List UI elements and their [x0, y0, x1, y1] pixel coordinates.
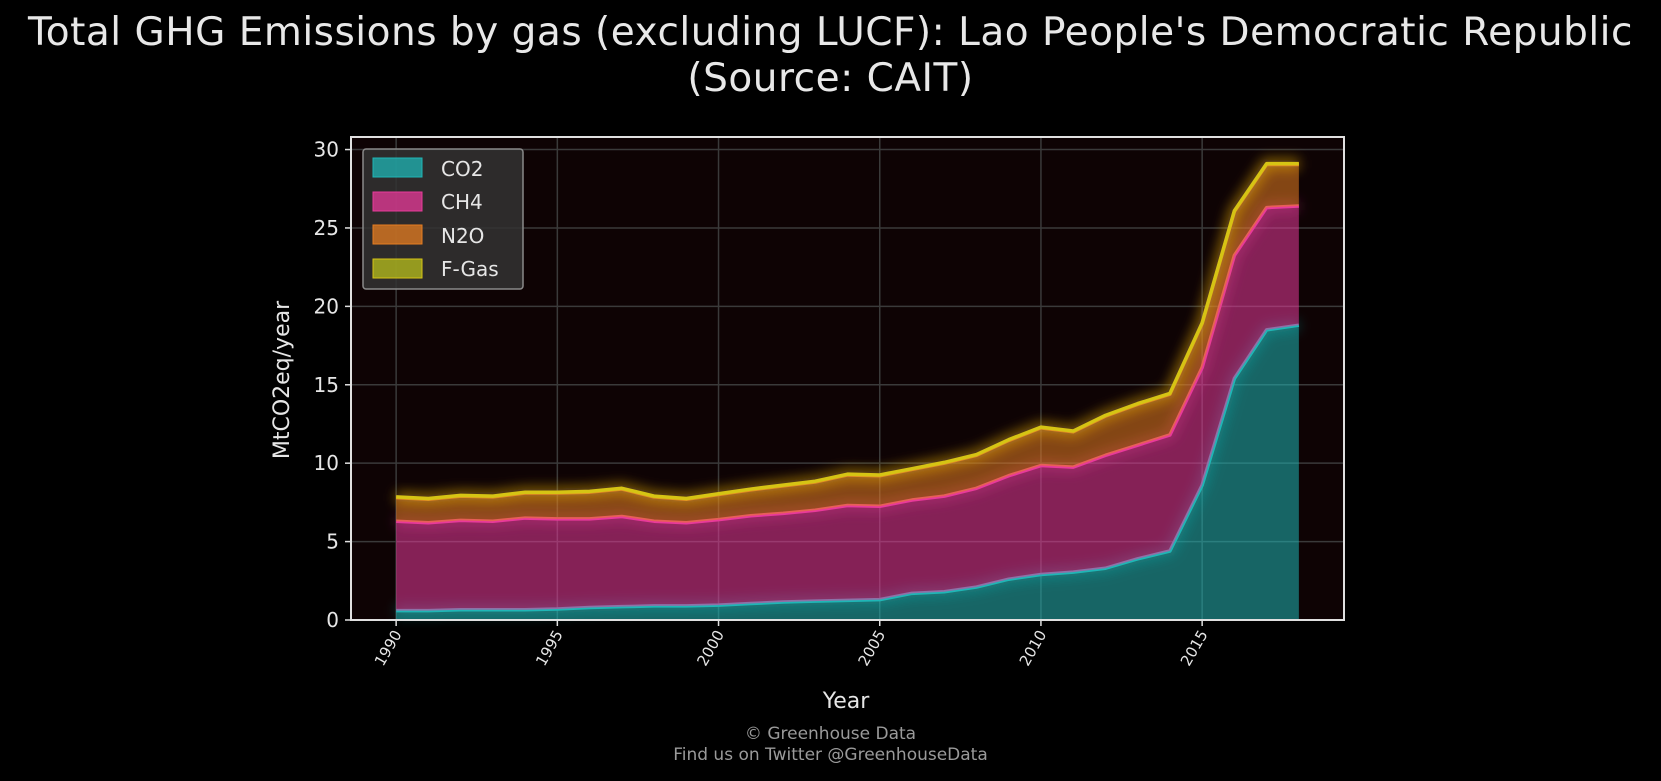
legend-swatch-ch4 [372, 191, 423, 212]
y-tick-label: 30 [314, 138, 339, 162]
legend-item-ch4: CH4 [372, 190, 483, 214]
x-tick-label: 2000 [693, 627, 728, 669]
stacked-areas [395, 158, 1300, 620]
legend-box [362, 148, 524, 290]
footer-twitter: Find us on Twitter @GreenhouseData [673, 745, 988, 765]
x-tick-label: 2015 [1177, 627, 1212, 669]
legend-label-fgas: F-Gas [441, 257, 499, 281]
y-tick-label: 5 [326, 530, 339, 554]
y-axis-label: MtCO2eq/year [270, 300, 295, 459]
y-tick-label: 20 [314, 294, 339, 318]
y-tick-label: 25 [314, 216, 339, 240]
title-line-1: Total GHG Emissions by gas (excluding LU… [28, 10, 1633, 55]
y-axis-ticks: 0 5 10 15 20 25 30 [314, 138, 351, 632]
x-tick-label: 2005 [855, 627, 890, 669]
y-tick-label: 0 [326, 608, 339, 632]
legend-label-n2o: N2O [441, 224, 484, 248]
x-tick-label: 1995 [532, 627, 567, 669]
line-fgas [396, 161, 1299, 501]
legend-item-co2: CO2 [372, 157, 483, 181]
legend-swatch-n2o [372, 224, 423, 245]
legend-swatch-co2 [372, 157, 423, 178]
legend-label-co2: CO2 [441, 157, 483, 181]
y-tick-label: 15 [314, 373, 339, 397]
x-axis-ticks: 1990 1995 2000 2005 2010 2015 [371, 620, 1212, 669]
title-line-2: (Source: CAIT) [687, 56, 974, 101]
legend-item-n2o: N2O [372, 224, 484, 248]
area-co2 [396, 325, 1299, 620]
y-tick-label: 10 [314, 451, 339, 475]
x-tick-label: 1990 [371, 627, 406, 669]
plot-frame [350, 136, 1345, 621]
footer-copyright: © Greenhouse Data [744, 724, 917, 744]
legend-swatch-fgas [372, 258, 423, 279]
x-tick-label: 2010 [1016, 627, 1051, 669]
chart-title: Total GHG Emissions by gas (excluding LU… [0, 10, 1661, 102]
legend: CO2 CH4 N2O F-Gas [362, 148, 524, 290]
x-axis-label: Year [822, 689, 871, 714]
legend-label-ch4: CH4 [441, 190, 483, 214]
legend-item-fgas: F-Gas [372, 257, 499, 281]
area-ch4 [396, 206, 1299, 611]
